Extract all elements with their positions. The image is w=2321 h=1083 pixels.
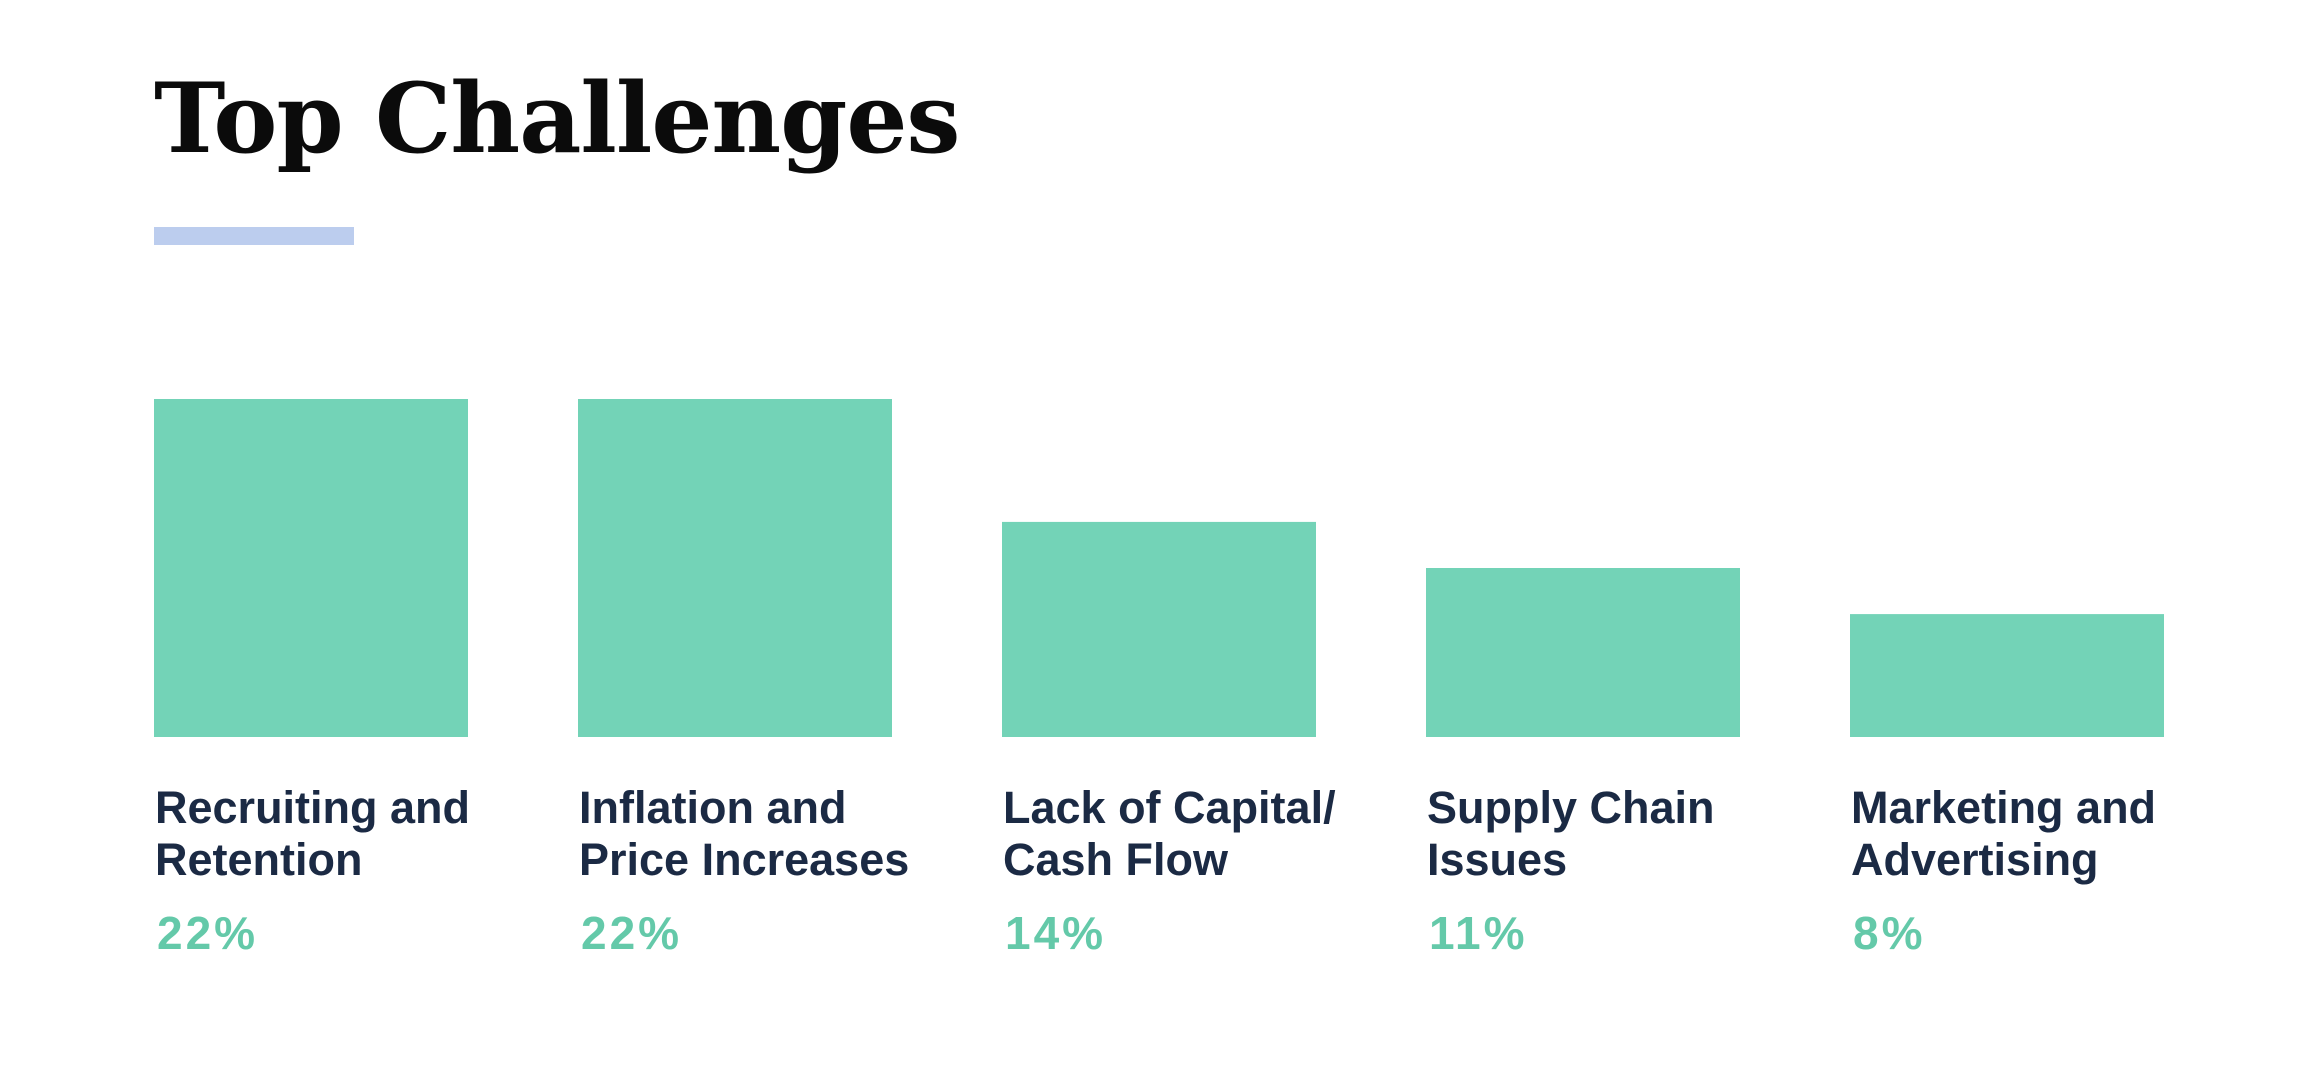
bar-4 — [1426, 568, 1740, 737]
value-label-3: 14% — [1005, 907, 1106, 959]
value-label-5: 8% — [1853, 907, 1925, 959]
bar-5 — [1850, 614, 2164, 737]
title-accent-rule — [154, 227, 354, 245]
bar-1 — [154, 399, 468, 737]
value-label-4: 11% — [1429, 907, 1528, 959]
category-label-2: Inflation and Price Increases — [579, 782, 909, 885]
value-label-2: 22% — [581, 907, 682, 959]
bar-3 — [1002, 521, 1316, 737]
chart-title: Top Challenges — [154, 62, 960, 175]
category-label-4: Supply Chain Issues — [1427, 782, 1715, 885]
category-label-5: Marketing and Advertising — [1851, 782, 2156, 885]
category-label-1: Recruiting and Retention — [155, 782, 470, 885]
bar-2 — [578, 399, 892, 737]
value-label-1: 22% — [157, 907, 258, 959]
category-label-3: Lack of Capital/Cash Flow — [1003, 782, 1336, 885]
